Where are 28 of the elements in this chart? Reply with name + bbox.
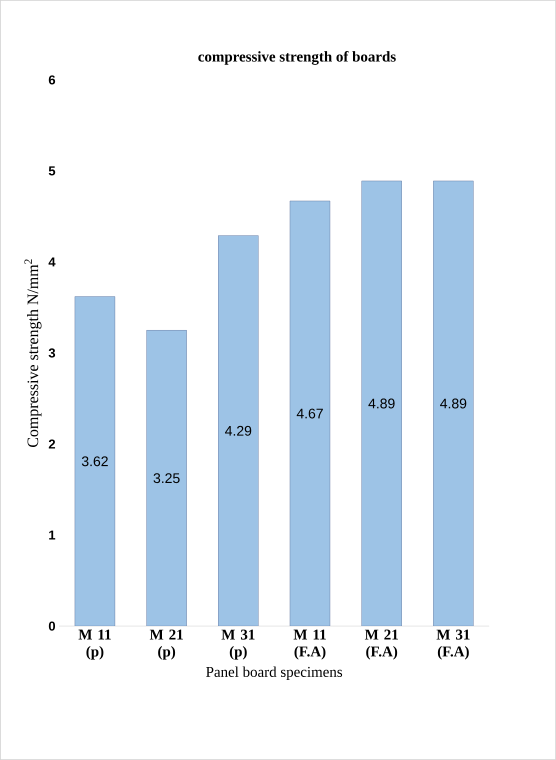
x-tick-label: M 21 (F.A) — [364, 630, 398, 660]
x-tick-label: M 11 (p) — [78, 630, 111, 660]
data-label: 4.89 — [368, 398, 395, 408]
bar — [74, 296, 116, 626]
x-tick-label: M 21 (p) — [150, 630, 183, 660]
bar — [146, 330, 187, 626]
x-tick-label: M 31 (p) — [222, 630, 255, 660]
y-tick-label: 6 — [48, 75, 56, 84]
data-label: 4.89 — [440, 398, 466, 408]
y-tick-label: 1 — [49, 530, 56, 540]
y-tick-label: 4 — [48, 258, 56, 266]
data-label: 4.67 — [296, 408, 323, 418]
y-tick-label: 0 — [48, 621, 56, 631]
data-label: 3.62 — [82, 456, 108, 466]
bar — [290, 200, 330, 626]
x-tick-label: M 11 (F.A) — [294, 630, 326, 660]
bar — [218, 235, 259, 626]
chart-title: compressive strength of boards — [198, 51, 396, 65]
y-axis-title: Compressive strength N/mm$^{2}$ — [24, 259, 42, 448]
y-tick-label: 3 — [48, 348, 56, 358]
x-axis-title: Panel board specimens — [206, 666, 342, 680]
y-tick-label: 5 — [48, 166, 56, 176]
x-tick-label: M 31 (F.A) — [436, 630, 470, 660]
y-tick-label: 2 — [48, 439, 56, 449]
data-label: 4.29 — [225, 426, 252, 436]
bar — [361, 180, 402, 626]
bar — [433, 180, 474, 626]
data-label: 3.25 — [154, 473, 180, 484]
